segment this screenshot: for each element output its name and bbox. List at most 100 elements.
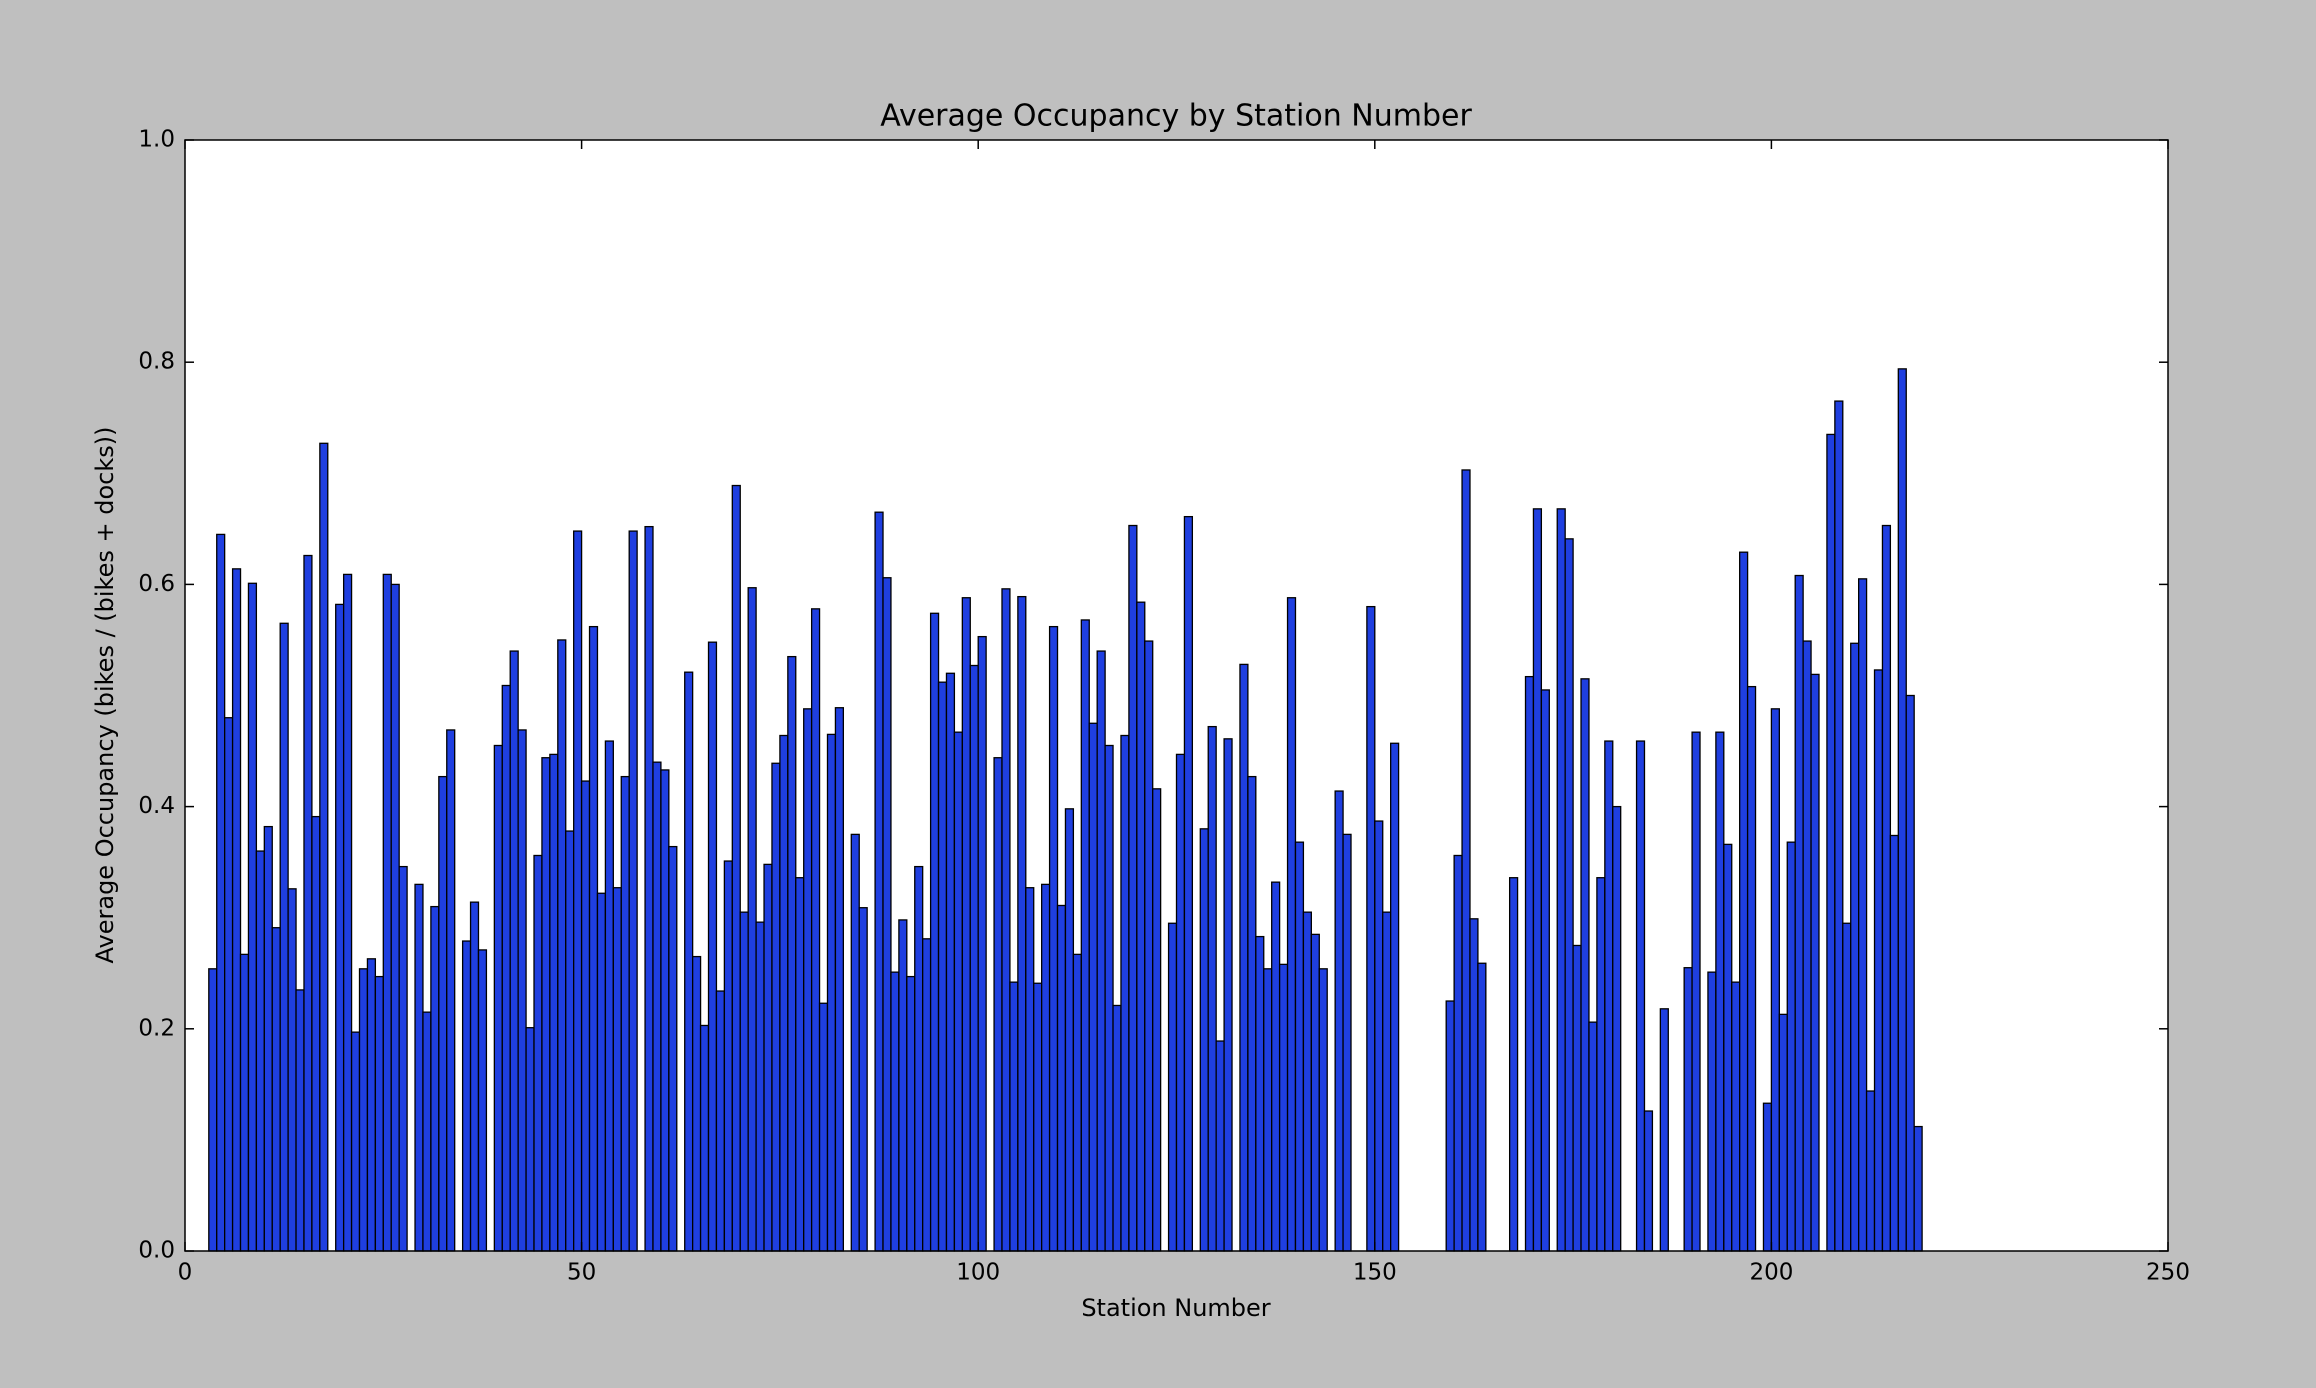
- bar: [557, 639, 567, 1252]
- bar: [1723, 843, 1733, 1252]
- bar: [810, 608, 821, 1252]
- bar: [1612, 805, 1622, 1252]
- bar: [1286, 597, 1297, 1252]
- bar: [993, 757, 1003, 1252]
- bar: [1810, 673, 1820, 1252]
- bar: [1175, 753, 1186, 1252]
- bar: [208, 968, 218, 1252]
- bar: [834, 707, 845, 1252]
- bar: [1207, 725, 1217, 1252]
- bar: [295, 989, 305, 1252]
- bar: [1556, 508, 1566, 1252]
- axes: 0 50 100 150 200 250 0.0 0.2 0.4 0.6 0.8 1.0: [138, 127, 2190, 1286]
- bar: [731, 484, 741, 1252]
- bar: [311, 815, 321, 1252]
- bar: [279, 622, 289, 1252]
- bar: [739, 911, 749, 1252]
- bar: [604, 740, 614, 1252]
- bar: [1294, 841, 1305, 1252]
- bar: [1905, 694, 1915, 1252]
- bar: [763, 863, 773, 1252]
- bar: [358, 968, 369, 1252]
- bar: [1691, 731, 1701, 1252]
- x-tick-label: 100: [956, 1260, 1000, 1286]
- bar: [1318, 968, 1328, 1252]
- bar: [668, 845, 678, 1252]
- bar: [1136, 601, 1146, 1252]
- bar: [303, 554, 313, 1252]
- bar: [969, 664, 979, 1252]
- bar: [1048, 625, 1059, 1252]
- bar: [684, 671, 694, 1252]
- bar: [1096, 650, 1106, 1252]
- bar: [342, 573, 353, 1252]
- bar: [1842, 922, 1852, 1252]
- bar: [1572, 944, 1582, 1252]
- bar: [501, 684, 511, 1252]
- x-tick-label: 50: [567, 1260, 596, 1286]
- bar: [937, 681, 948, 1252]
- bar: [1889, 834, 1899, 1252]
- bar: [1564, 538, 1574, 1252]
- bar: [239, 953, 250, 1252]
- x-axis-label: Station Number: [1081, 1294, 1270, 1322]
- bar: [1199, 828, 1209, 1252]
- bar: [858, 907, 868, 1252]
- bar: [350, 1031, 361, 1252]
- bar: [771, 762, 781, 1252]
- bar: [882, 577, 892, 1252]
- x-tick-label: 250: [2146, 1260, 2190, 1286]
- bar: [1056, 904, 1067, 1252]
- bar: [1144, 640, 1154, 1252]
- bar: [874, 511, 884, 1252]
- bar: [1913, 1125, 1923, 1252]
- bar: [1223, 738, 1233, 1252]
- bar: [1762, 1102, 1773, 1252]
- bar: [517, 729, 527, 1252]
- bar: [382, 573, 392, 1252]
- bar: [1596, 877, 1606, 1252]
- bar: [596, 892, 607, 1252]
- bar: [818, 1002, 829, 1252]
- bar: [1865, 1090, 1876, 1252]
- y-tick-label: 0.8: [138, 349, 175, 375]
- bar: [414, 883, 424, 1252]
- bar: [906, 975, 916, 1252]
- bar: [691, 955, 702, 1252]
- bar: [1310, 933, 1320, 1252]
- bar: [898, 919, 908, 1252]
- bar: [1033, 982, 1043, 1252]
- bar: [787, 655, 797, 1252]
- bar: [1072, 953, 1082, 1252]
- bar: [660, 769, 670, 1252]
- bar: [1731, 981, 1741, 1252]
- bar: [747, 587, 757, 1252]
- bar: [1104, 744, 1114, 1252]
- bar: [1366, 605, 1376, 1252]
- bar: [319, 442, 329, 1252]
- bar: [850, 833, 860, 1252]
- bar: [779, 734, 789, 1252]
- bar: [469, 901, 480, 1252]
- x-tick-label: 0: [178, 1260, 193, 1286]
- bar: [1834, 400, 1844, 1252]
- bar: [1659, 1008, 1669, 1252]
- bar: [509, 650, 519, 1252]
- bar: [1635, 740, 1646, 1252]
- bar: [398, 865, 408, 1252]
- bar: [1532, 508, 1543, 1252]
- bar: [573, 530, 583, 1252]
- bar: [1120, 734, 1130, 1252]
- bar: [620, 775, 630, 1252]
- bar: [961, 597, 971, 1252]
- bar: [1088, 722, 1098, 1252]
- bar: [422, 1011, 432, 1252]
- bar: [287, 888, 297, 1252]
- bar: [1247, 775, 1257, 1252]
- bar: [1770, 708, 1780, 1252]
- y-tick-label: 0.0: [138, 1238, 175, 1264]
- y-tick-label: 0.4: [138, 793, 175, 819]
- y-tick-label: 0.2: [138, 1015, 175, 1041]
